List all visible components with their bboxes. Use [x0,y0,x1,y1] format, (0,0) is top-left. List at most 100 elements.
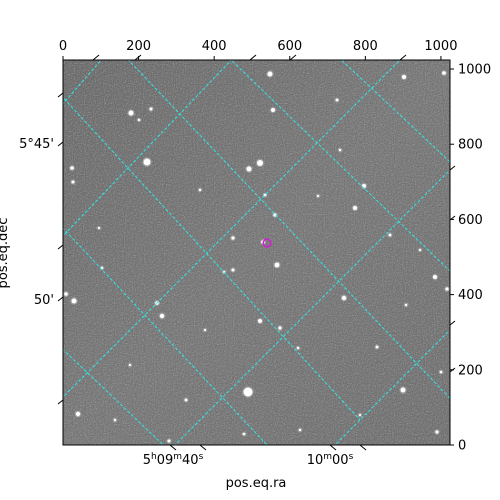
wcs-tick [57,296,64,302]
star-core [203,328,207,332]
dec-tick-label: 5°45' [19,137,54,152]
wcs-tick [329,444,337,451]
dec-tick-label: 50' [34,293,54,308]
grid-line [63,348,164,445]
right-tick-label: 400 [458,288,483,303]
right-tick-label: 0 [458,439,466,454]
star-core [418,248,422,252]
x-axis-label: pos.eq.ra [226,476,287,491]
wcs-tick [57,399,64,405]
grid-line [63,60,401,398]
star-core [137,118,141,122]
grid-line [63,60,102,105]
grid-line [334,329,450,445]
right-tick-label: 600 [458,213,483,228]
wcs-tick [449,320,456,326]
star-core [353,206,357,210]
star-core [128,110,134,116]
star-core [143,158,151,166]
wcs-tick [57,141,64,147]
wcs-tick [169,444,177,451]
star-core [128,363,132,367]
plot-frame [62,59,451,446]
star-core [402,75,406,79]
star-core [433,275,437,279]
star-field [63,70,450,444]
star-core [75,411,81,417]
star-core [273,213,277,217]
top-tick-label: 600 [277,39,302,54]
star-core [242,432,246,436]
star-core [198,188,202,192]
star-core [335,98,339,102]
wcs-tick [199,444,207,451]
coordinate-grid [63,60,450,445]
wcs-tick [359,444,367,451]
star-core [97,226,101,230]
star-core [316,194,320,198]
star-core [243,387,253,397]
star-core [388,233,392,237]
grid-line [174,169,450,445]
wcs-tick [134,54,142,61]
star-core [267,71,273,77]
top-tick-label: 200 [126,39,151,54]
top-tick-label: 1000 [424,39,457,54]
star-core [274,262,280,268]
star-core [338,148,342,152]
star-core [159,313,165,319]
axis-ticks: 0 200 400 600 800 1000 0 200 400 600 800 1000 5h09m4… [19,39,491,468]
star-core [113,418,117,422]
star-core [375,345,379,349]
star-core [231,236,235,240]
target-marker [262,238,272,248]
wcs-tick [57,92,64,98]
top-tick-label: 400 [202,39,227,54]
star-core [442,71,446,75]
ra-tick-label: 10m00s [307,452,354,468]
star-core [184,398,188,402]
star-core [231,268,235,272]
top-tick-label: 800 [353,39,378,54]
star-core [258,319,262,323]
wcs-tick [289,54,297,61]
grid-line [340,60,450,163]
star-core [439,370,443,374]
grid-line [63,60,232,237]
wcs-tick [57,244,64,250]
wcs-tick [449,215,456,221]
wcs-tick [92,54,100,61]
wcs-tick [399,54,407,61]
star-core [167,439,171,443]
wcs-tick [249,54,257,61]
right-tick-label: 200 [458,363,483,378]
star-core [149,107,153,111]
star-core [271,108,275,112]
star-core [400,387,406,393]
star-core [298,428,302,432]
star-core [70,166,74,170]
star-core [71,298,77,304]
ra-tick-label: 5h09m40s [143,452,204,468]
sky-image [63,60,450,445]
y-axis-label: pos.eq.dec [0,218,11,289]
star-core [278,326,282,330]
star-core [64,292,68,296]
star-core [71,180,75,184]
grid-line [127,60,450,400]
star-core [435,430,439,434]
star-core [257,160,263,166]
grid-line [63,96,361,421]
star-core [358,413,362,417]
wcs-tick [449,165,456,171]
top-tick-label: 0 [59,39,67,54]
right-tick-label: 800 [458,138,483,153]
star-core [296,346,300,350]
star-core [445,287,449,291]
star-core [246,166,252,172]
right-tick-label: 1000 [458,63,491,78]
wcs-tick [449,367,456,373]
star-core [341,295,347,301]
star-core [404,303,408,307]
